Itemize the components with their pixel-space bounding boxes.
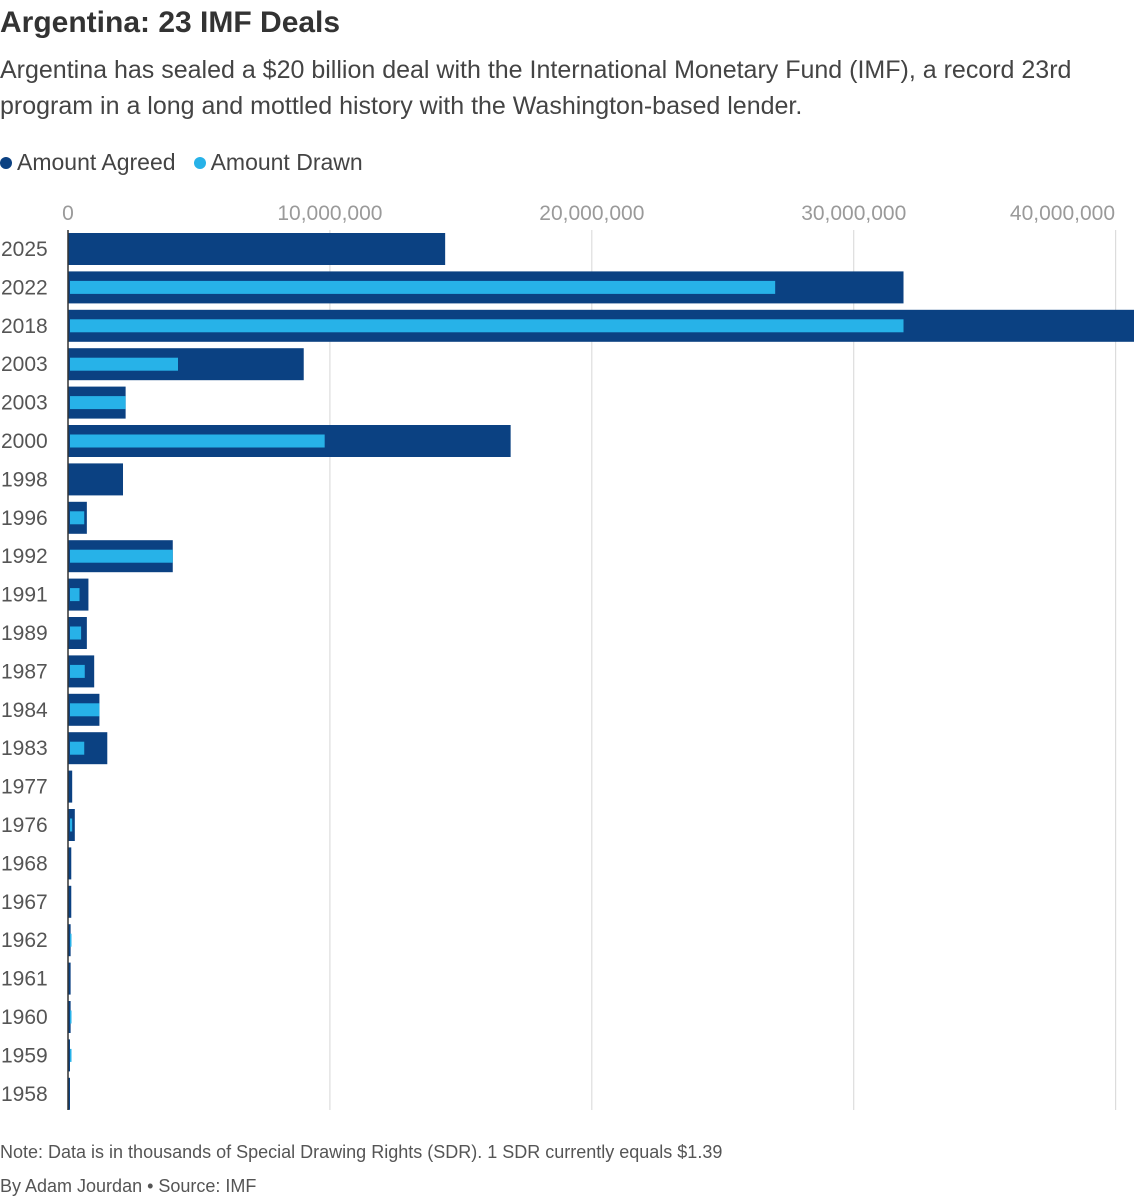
legend-label-agreed: Amount Agreed [17,149,176,175]
bar-chart: 0 10,000,000 20,000,000 30,000,000 40,000,00… [1,202,1134,1110]
category-label: 1961 [1,968,48,991]
x-tick-label: 40,000,000 [1010,202,1115,225]
category-label: 2022 [1,276,48,299]
category-label: 1987 [1,660,48,683]
bar-amount-drawn [70,703,100,717]
category-label: 1967 [1,891,48,914]
bar-amount-drawn [70,511,85,525]
category-label: 2003 [1,392,48,415]
bar-amount-drawn [70,357,179,371]
x-tick-label: 10,000,000 [277,202,382,225]
chart-title: Argentina: 23 IMF Deals [0,6,341,39]
bar-amount-drawn [70,933,72,947]
category-label: 2025 [1,238,48,261]
footnote: Note: Data is in thousands of Special Dr… [0,1142,723,1162]
category-label: 1958 [1,1083,48,1106]
category-label: 1977 [1,776,48,799]
category-label: 2003 [1,353,48,376]
category-label: 1959 [1,1044,48,1067]
category-label: 1962 [1,929,48,952]
legend-dot-agreed [0,156,12,169]
category-label: 1989 [1,622,48,645]
bar-amount-agreed [68,885,72,918]
bar-amount-agreed [68,233,446,265]
bar-amount-drawn [70,319,904,333]
chart-subtitle: Argentina has sealed a $20 billion deal … [0,56,1072,120]
bar-amount-agreed [68,1077,70,1110]
bar-amount-drawn [70,588,80,602]
category-label: 1992 [1,545,48,568]
bar-amount-agreed [68,770,73,803]
category-label: 1996 [1,507,48,530]
category-label: 1983 [1,737,48,760]
x-tick-label: 30,000,000 [801,202,906,225]
legend-label-drawn: Amount Drawn [210,149,363,175]
bar-amount-agreed [68,1001,71,1033]
bar-amount-agreed [68,924,71,957]
legend-item-drawn: Amount Drawn [193,149,363,176]
category-label: 1998 [1,468,48,491]
legend-item-agreed: Amount Agreed [0,149,176,176]
bar-amount-agreed [68,847,72,880]
category-label: 2018 [1,315,48,338]
bar-amount-drawn [70,396,126,410]
credit-line: By Adam Jourdan • Source: IMF [0,1176,257,1196]
x-tick-label: 20,000,000 [539,202,644,225]
bar-amount-agreed [68,962,71,995]
bar-amount-drawn [70,626,82,640]
bar-amount-drawn [70,664,85,678]
category-label: 2000 [1,430,48,453]
category-label: 1991 [1,584,48,607]
bar-amount-agreed [68,1039,70,1072]
legend-dot-drawn [193,156,206,169]
bar-amount-drawn [70,818,73,832]
bar-amount-agreed [68,463,124,496]
category-label: 1984 [1,699,48,722]
bar-amount-drawn [70,1010,72,1024]
chart-legend: Amount Agreed Amount Drawn [0,149,381,176]
bar-amount-drawn [70,549,173,563]
bar-amount-drawn [70,741,85,755]
category-label: 1976 [1,814,48,837]
category-label: 1968 [1,852,48,875]
bar-amount-drawn [70,434,325,448]
bar-amount-drawn [70,1048,72,1062]
bar-amount-drawn [70,280,776,294]
category-label: 1960 [1,1006,48,1029]
x-tick-label: 0 [62,202,74,225]
